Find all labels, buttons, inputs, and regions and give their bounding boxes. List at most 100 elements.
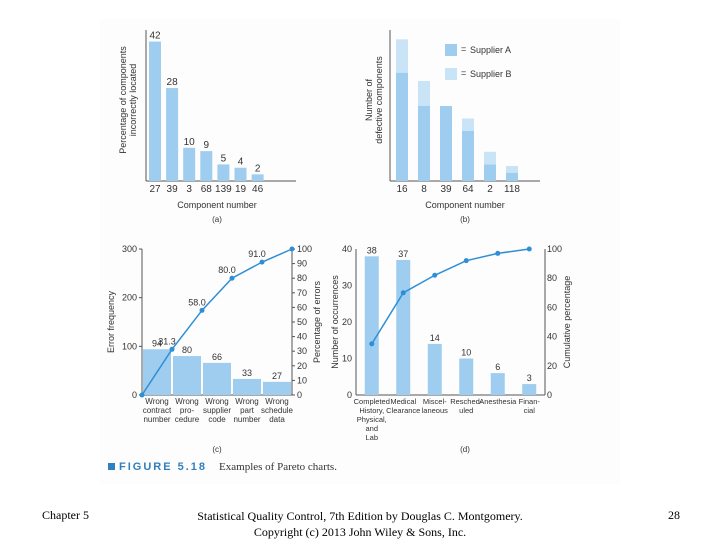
chart-a-data-label: 5 (221, 153, 227, 164)
chart-c-bar (233, 378, 261, 395)
chart-d-tick-label: Medical (390, 397, 416, 406)
chart-d-data-label: 6 (495, 362, 500, 372)
chart-d-tick-label: Completed (354, 397, 390, 406)
chart-c-y2-tick-label: 20 (297, 361, 307, 371)
chart-a-data-label: 10 (184, 137, 196, 148)
chart-c-y2-tick-label: 90 (297, 259, 307, 269)
chart-b-bar-supplier-b (418, 81, 430, 106)
chart-b-tick-label: 39 (440, 184, 452, 195)
chart-c-tick-label: Wrong (205, 397, 228, 406)
chart-d-y2-tick-label: 0 (547, 390, 552, 400)
chart-b-bar-supplier-b (506, 166, 518, 173)
chart-c-y-label: Error frequency (106, 290, 116, 353)
chart-b-bar-supplier-b (462, 118, 474, 131)
chart-d-y2-tick-label: 80 (547, 273, 557, 283)
chart-c-cumulative-label: 80.0 (218, 265, 236, 275)
chart-d-panel-label: (d) (460, 445, 470, 454)
chart-d-bar (490, 373, 505, 395)
chart-a-data-label: 4 (238, 157, 244, 168)
footer-citation: Statistical Quality Control, 7th Edition… (160, 508, 560, 540)
chart-c-y2-tick-label: 60 (297, 302, 307, 312)
chart-d-bar (364, 256, 379, 395)
chart-d-bar (459, 358, 474, 395)
chart-b-bar-supplier-a (506, 172, 518, 181)
chart-c-tick-label: supplier (203, 406, 231, 415)
chart-c-tick-label: part (240, 406, 255, 415)
chart-c-y2-label: Percentage of errors (312, 280, 322, 363)
chart-d-tick-label: Lab (365, 433, 378, 442)
chart-b-tick-label: 64 (462, 184, 474, 195)
chart-c-y2-tick-label: 10 (297, 375, 307, 385)
chart-c-data-label: 66 (212, 352, 222, 362)
figure-label: FIGURE 5.18 (119, 461, 208, 473)
chart-c-bar (203, 362, 231, 395)
chart-a-y-label: incorrectly located (128, 64, 138, 137)
chart-d-bar (427, 343, 442, 395)
chart-c-y2-tick-label: 30 (297, 346, 307, 356)
chart-a-tick-label: 19 (235, 184, 247, 195)
chart-c-y2-tick-label: 0 (297, 390, 302, 400)
footer-citation-line1: Statistical Quality Control, 7th Edition… (197, 509, 523, 523)
chart-c-tick-label: data (269, 415, 285, 424)
chart-d-y2-tick-label: 40 (547, 332, 557, 342)
chart-c-y2-tick-label: 80 (297, 273, 307, 283)
chart-c-tick-label: Wrong (265, 397, 288, 406)
chart-d-cumulative-point (369, 341, 375, 347)
chart-c-tick-label: number (143, 415, 170, 424)
chart-d-tick-label: Miscel- (423, 397, 447, 406)
chart-d-data-label: 10 (461, 348, 471, 358)
chart-c-data-label: 94 (152, 338, 162, 348)
chart-a-data-label: 2 (255, 163, 261, 174)
chart-a-y-label: Percentage of components (118, 46, 128, 154)
chart-c-tick-label: contract (143, 406, 172, 415)
chart-a-tick-label: 139 (215, 184, 232, 195)
chart-c-y-tick-label: 100 (122, 341, 137, 351)
chart-a-bar (183, 147, 196, 181)
chart-a-bar (149, 41, 161, 182)
chart-d-cumulative-point (463, 258, 469, 264)
chart-d-cumulative-line (371, 248, 530, 345)
chart-d-y2-tick-label: 20 (547, 361, 557, 371)
chart-b-tick-label: 118 (504, 184, 520, 195)
chart-c-cumulative-point (169, 346, 175, 352)
chart-c-tick-label: code (208, 415, 226, 424)
chart-b-legend-label: Supplier B (470, 69, 512, 79)
chart-a-tick-label: 68 (201, 184, 213, 195)
chart-b-tick-label: 16 (396, 184, 408, 195)
chart-d-tick-label: Clearance (386, 406, 420, 415)
chart-d-y2-label: Cumulative percentage (562, 276, 572, 369)
chart-d-tick-label: History, (359, 406, 384, 415)
chart-a-tick-label: 46 (252, 184, 264, 195)
chart-a-data-label: 28 (167, 77, 179, 88)
chart-a-data-label: 9 (204, 140, 210, 151)
chart-c-cumulative-label: 91.0 (248, 249, 266, 259)
chart-b-panel-label: (b) (460, 215, 470, 224)
chart-b-legend-swatch (445, 68, 457, 80)
chart-d-tick-label: cial (524, 406, 536, 415)
chart-d-y-tick-label: 10 (342, 354, 352, 364)
chart-c-cumulative-point (259, 259, 265, 265)
chart-c-y-tick-label: 200 (122, 293, 137, 303)
chart-d-cumulative-point (526, 246, 532, 252)
chart-c-data-label: 80 (182, 345, 192, 355)
chart-a-tick-label: 3 (186, 184, 192, 195)
chart-b-legend-equals: = (461, 44, 466, 54)
chart-c-cumulative-point (139, 392, 145, 398)
chart-a-tick-label: 27 (149, 184, 161, 195)
chart-d-tick-label: uled (459, 406, 473, 415)
chart-d-y-tick-label: 40 (342, 244, 352, 254)
chart-c-cumulative-point (289, 246, 295, 252)
chart-d-cumulative-point (495, 250, 501, 256)
chart-d-bar (396, 259, 411, 395)
figure-caption: FIGURE 5.18 Examples of Pareto charts. (108, 461, 337, 473)
footer-page-number: 28 (668, 508, 680, 522)
chart-b-y-label: Number of (364, 79, 374, 122)
chart-c-cumulative-line (141, 248, 293, 396)
chart-c-tick-label: Wrong (235, 397, 258, 406)
chart-d-tick-label: laneous (422, 406, 449, 415)
chart-d-y-label: Number of occurrences (330, 275, 340, 369)
chart-d-cumulative-point (432, 272, 438, 278)
chart-c-cumulative-point (229, 275, 235, 281)
chart-c-y-tick-label: 0 (132, 390, 137, 400)
